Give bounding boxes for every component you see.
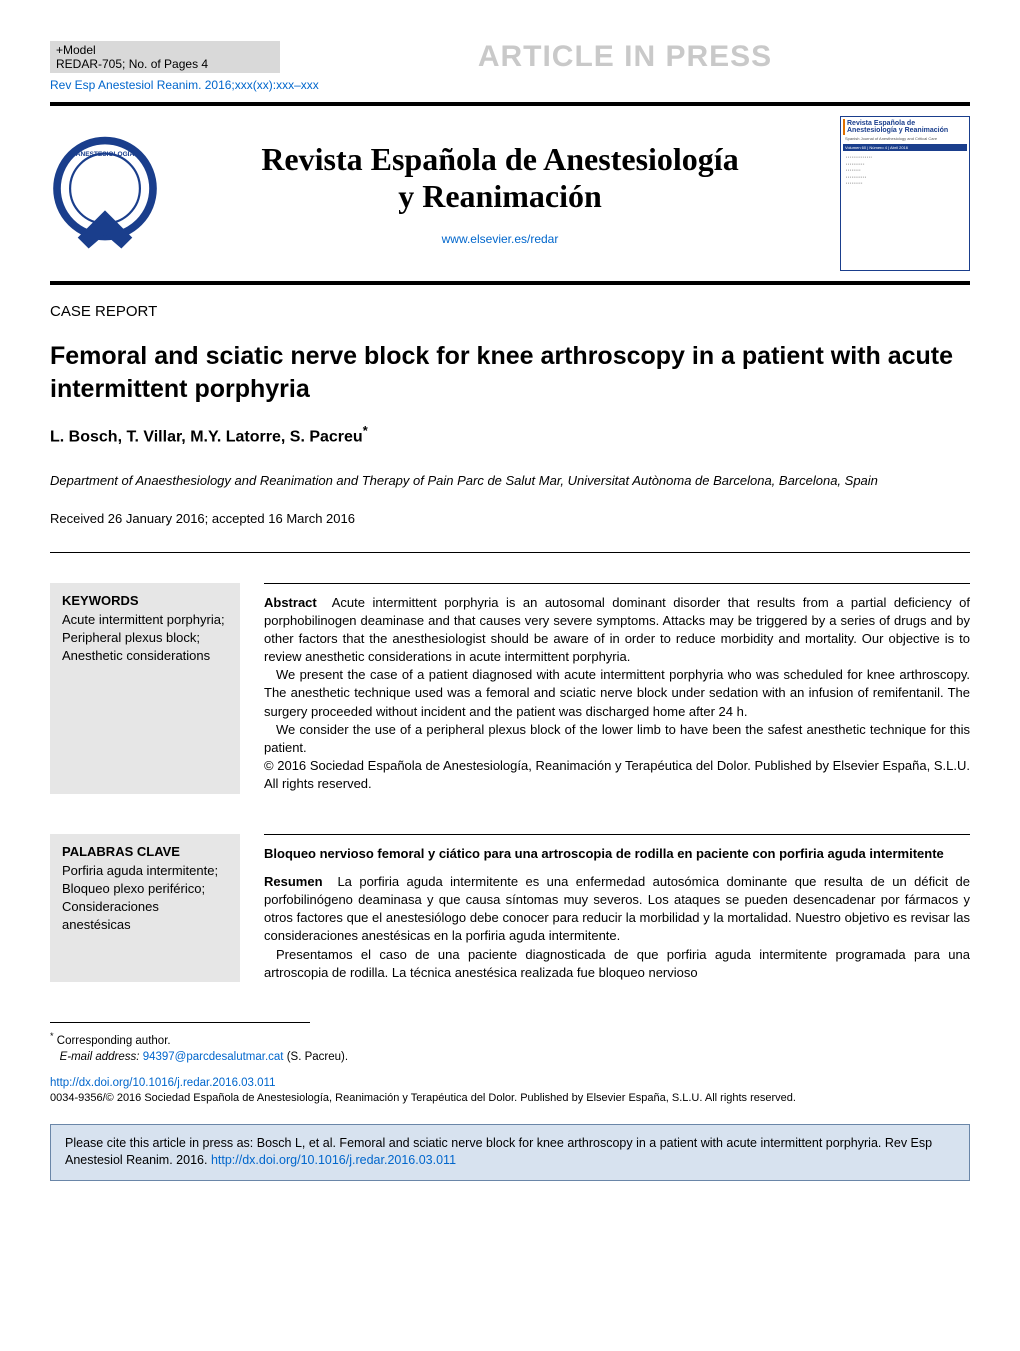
footnotes-rule-block: * Corresponding author. (50, 1022, 310, 1047)
journal-url-link[interactable]: www.elsevier.es/redar (442, 232, 559, 246)
keywords-en-list: Acute intermittent porphyria; Peripheral… (62, 611, 228, 666)
email-line: E-mail address: 94397@parcdesalutmar.cat… (50, 1051, 970, 1063)
abstract-es-block: PALABRAS CLAVE Porfiria aguda intermiten… (50, 834, 970, 982)
society-logo: ANESTESIOLOGIA (50, 134, 160, 254)
cover-toc-lines: ▪ ▪ ▪ ▪ ▪ ▪ ▪ ▪ ▪ ▪ ▪ ▪ ▪ ▪▪ ▪ ▪ ▪ ▪ ▪ ▪… (843, 151, 967, 268)
abstract-es-p2: Presentamos el caso de una paciente diag… (264, 946, 970, 982)
keywords-es-box: PALABRAS CLAVE Porfiria aguda intermiten… (50, 834, 240, 982)
keywords-en-box: KEYWORDS Acute intermittent porphyria; P… (50, 583, 240, 794)
journal-title: Revista Española de Anestesiología y Rea… (180, 141, 820, 215)
citation-line: Rev Esp Anestesiol Reanim. 2016;xxx(xx):… (50, 78, 970, 92)
article-in-press-banner: ARTICLE IN PRESS (280, 40, 970, 74)
abstract-es-label: Resumen (264, 874, 323, 889)
bottom-copyright: 0034-9356/© 2016 Sociedad Española de An… (50, 1091, 970, 1106)
abstract-en-p1: Acute intermittent porphyria is an autos… (264, 595, 970, 665)
cover-volume-bar: Volumen 60 | Número 4 | Abril 2016 (843, 144, 967, 151)
corresponding-author-label: Corresponding author. (57, 1035, 171, 1047)
cite-doi-link[interactable]: http://dx.doi.org/10.1016/j.redar.2016.0… (211, 1153, 456, 1167)
email-label: E-mail address: (60, 1051, 140, 1063)
article-dates: Received 26 January 2016; accepted 16 Ma… (50, 511, 970, 526)
keywords-es-head: PALABRAS CLAVE (62, 844, 228, 859)
mid-rule (50, 281, 970, 285)
model-line1: +Model (56, 43, 274, 57)
abstract-es-p1: La porfiria aguda intermitente es una en… (264, 874, 970, 944)
journal-cover-thumbnail: Revista Española de Anestesiología y Rea… (840, 116, 970, 271)
abstract-en-body: Abstract Acute intermittent porphyria is… (264, 583, 970, 794)
abstract-en-p3: We consider the use of a peripheral plex… (264, 721, 970, 757)
thin-rule-1 (50, 552, 970, 553)
authors-names: L. Bosch, T. Villar, M.Y. Latorre, S. Pa… (50, 428, 363, 445)
model-identifier-box: +Model REDAR-705; No. of Pages 4 (50, 41, 280, 73)
email-link[interactable]: 94397@parcdesalutmar.cat (143, 1051, 284, 1063)
corresponding-asterisk: * (363, 423, 368, 438)
abstract-en-p2: We present the case of a patient diagnos… (264, 666, 970, 721)
cite-text: Please cite this article in press as: Bo… (65, 1136, 932, 1168)
abstract-es-body: Bloqueo nervioso femoral y ciático para … (264, 834, 970, 982)
article-title: Femoral and sciatic nerve block for knee… (50, 340, 970, 405)
keywords-es-list: Porfiria aguda intermitente; Bloqueo ple… (62, 862, 228, 935)
cite-this-article-box: Please cite this article in press as: Bo… (50, 1124, 970, 1181)
abstract-en-copyright: © 2016 Sociedad Española de Anestesiolog… (264, 757, 970, 793)
keywords-en-head: KEYWORDS (62, 593, 228, 608)
top-rule (50, 102, 970, 106)
authors-line: L. Bosch, T. Villar, M.Y. Latorre, S. Pa… (50, 423, 970, 446)
svg-text:ANESTESIOLOGIA: ANESTESIOLOGIA (76, 150, 135, 157)
journal-title-line1: Revista Española de Anestesiología (180, 141, 820, 178)
cover-title-es: Revista Española de Anestesiología y Rea… (847, 120, 948, 134)
section-label: CASE REPORT (50, 303, 970, 320)
cover-subtitle-en: Spanish Journal of Anesthesiology and Cr… (843, 135, 967, 142)
abstract-en-label: Abstract (264, 595, 317, 610)
abstract-es-title: Bloqueo nervioso femoral y ciático para … (264, 845, 970, 863)
email-suffix: (S. Pacreu). (287, 1051, 348, 1063)
footnote-asterisk: * (50, 1031, 54, 1041)
model-line2: REDAR-705; No. of Pages 4 (56, 57, 274, 71)
doi-link[interactable]: http://dx.doi.org/10.1016/j.redar.2016.0… (50, 1077, 276, 1089)
affiliation: Department of Anaesthesiology and Reanim… (50, 472, 970, 490)
abstract-en-block: KEYWORDS Acute intermittent porphyria; P… (50, 583, 970, 794)
citation-link[interactable]: Rev Esp Anestesiol Reanim. 2016;xxx(xx):… (50, 78, 319, 92)
journal-title-line2: y Reanimación (180, 178, 820, 215)
